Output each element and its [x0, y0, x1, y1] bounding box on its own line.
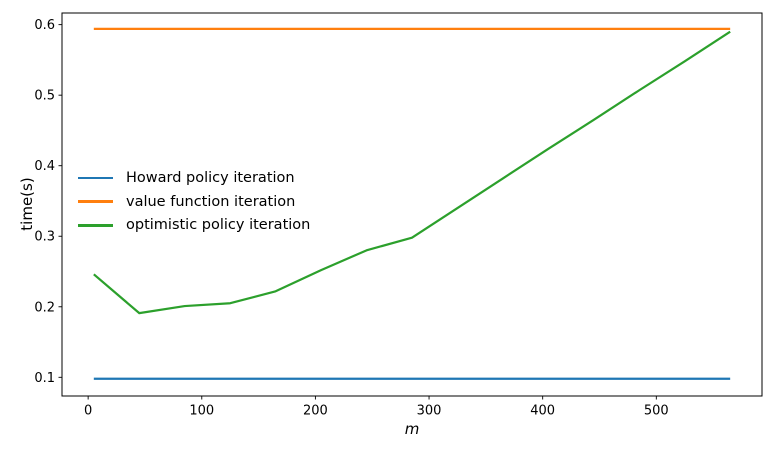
legend-label: value function iteration	[126, 193, 296, 210]
legend: Howard policy iteration value function it…	[78, 166, 310, 237]
y-tick-label: 0.4	[34, 159, 55, 174]
y-tick-label: 0.5	[34, 89, 55, 104]
x-tick-label: 100	[189, 404, 214, 419]
x-tick-label: 200	[303, 404, 328, 419]
legend-line-swatch	[78, 223, 113, 227]
legend-item: value function iteration	[78, 190, 310, 214]
x-tick-label: 500	[644, 404, 669, 419]
x-tick-label: 400	[530, 404, 555, 419]
legend-line-swatch	[78, 200, 113, 203]
axes-frame	[61, 12, 763, 397]
y-tick-label: 0.2	[34, 300, 55, 315]
x-tick-label: 300	[417, 404, 442, 419]
legend-item: Howard policy iteration	[78, 166, 310, 190]
legend-label: optimistic policy iteration	[126, 217, 311, 234]
legend-label: Howard policy iteration	[126, 169, 295, 186]
plot-line-optimistic	[93, 30, 731, 315]
legend-line-swatch	[78, 176, 113, 180]
legend-item: optimistic policy iteration	[78, 213, 310, 237]
y-axis-label: time(s)	[18, 177, 36, 231]
y-tick-label: 0.1	[34, 371, 55, 386]
y-tick-label: 0.3	[34, 230, 55, 245]
x-tick-label: 0	[84, 404, 92, 419]
y-tick-label: 0.6	[34, 18, 55, 33]
x-axis-label: m	[404, 420, 420, 438]
